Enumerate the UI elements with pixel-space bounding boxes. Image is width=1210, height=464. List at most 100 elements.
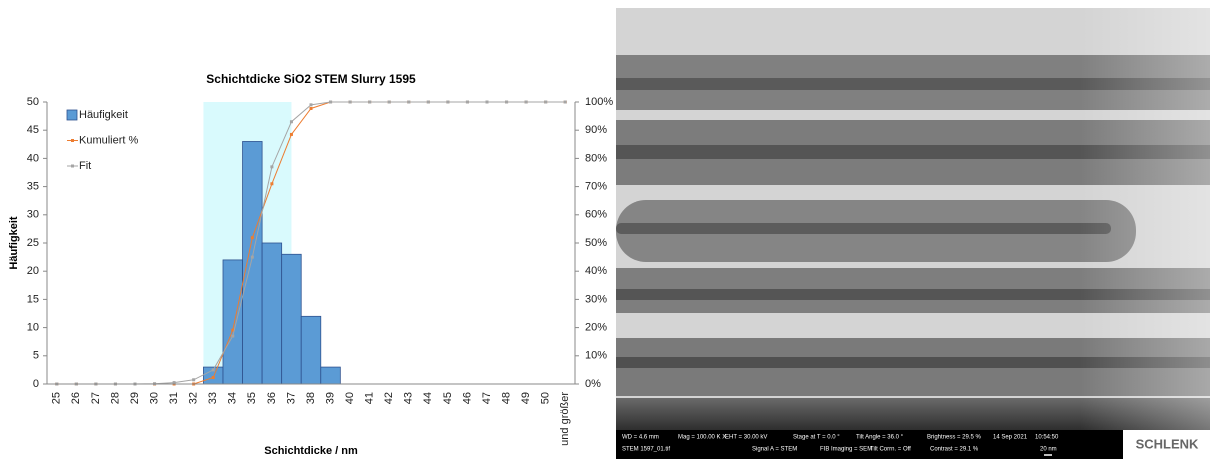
y2-tick-label: 20% [585,322,607,334]
legend-label: Fit [79,160,91,172]
point [211,376,215,380]
bar [320,366,341,385]
x-tick-label: 38 [305,392,317,404]
x-tick-label: 31 [168,392,180,404]
image-info: Tilt Corrn. = Off [870,447,911,453]
x-tick-label: 43 [403,392,415,404]
x-axis-title: Schichtdicke / nm [264,445,358,457]
image-info: Mag = 100.00 K X [678,435,726,441]
point [250,236,254,240]
x-tick-label: 47 [481,392,493,404]
x-tick-label: 30 [148,392,160,404]
legend-label: Häufigkeit [79,109,128,121]
bar [281,253,302,385]
y2-tick-label: 70% [585,181,607,193]
y2-tick-label: 80% [585,152,607,164]
point [505,100,509,104]
y-tick-label: 10 [27,322,39,334]
x-tick-label: 34 [227,392,239,404]
point [348,100,352,104]
point [407,100,411,104]
y-tick-label: 0 [33,378,39,390]
bar [242,141,263,385]
y-tick-label: 35 [27,181,39,193]
image-info: FIB Imaging = SEM [820,447,872,453]
point [211,368,215,372]
x-tick-label: 25 [51,392,63,404]
point [250,255,254,259]
x-tick-label: 35 [246,392,258,404]
y-tick-label: 30 [27,209,39,221]
x-tick-label: 49 [520,392,532,404]
x-tick-label: 36 [266,392,278,404]
sem-image [616,8,1210,459]
point [524,100,528,104]
x-tick-label: 33 [207,392,219,404]
logo: SCHLENK [1136,436,1199,451]
point [270,165,274,169]
x-tick-label: 50 [540,392,552,404]
point [485,100,489,104]
point [172,381,176,385]
point [426,100,430,104]
point [231,334,235,338]
point [309,103,313,107]
y-axis-title: Häufigkeit [8,216,20,270]
point [289,132,293,136]
image-info: Stage at T = 0.0 ° [793,435,840,441]
y2-tick-label: 40% [585,265,607,277]
point [544,100,548,104]
image-info: Tilt Angle = 36.0 ° [856,435,904,441]
y2-tick-label: 30% [585,293,607,305]
x-tick-label: 37 [285,392,297,404]
point [309,106,313,110]
image-info: STEM 1597_01.tif [622,447,670,453]
x-tick-label: 39 [324,392,336,404]
point [270,182,274,186]
y-tick-label: 50 [27,96,39,108]
image-info: 14 Sep 2021 [993,435,1028,441]
point [446,100,450,104]
image-info: EHT = 30.00 kV [725,435,767,441]
bar [261,242,283,385]
x-tick-label: 27 [90,392,102,404]
image-info: Contrast = 29.1 % [930,447,979,453]
x-tick-label: 48 [500,392,512,404]
x-tick-label: 26 [70,392,82,404]
y2-tick-label: 0% [585,378,601,390]
image-info: Brightness = 29.5 % [927,435,982,441]
x-tick-label: und größer [559,392,571,446]
point [289,120,293,124]
legend-swatch [66,109,78,121]
point [231,328,235,332]
x-tick-label: 28 [109,392,121,404]
x-tick-label: 32 [188,392,200,404]
x-tick-label: 29 [129,392,141,404]
y2-tick-label: 100% [585,96,613,108]
image-info: 20 nm [1040,447,1057,453]
y-tick-label: 45 [27,124,39,136]
image-info: WD = 4.6 mm [622,435,659,441]
x-tick-label: 42 [383,392,395,404]
legend-swatch [71,164,74,168]
x-tick-label: 45 [442,392,454,404]
y2-tick-label: 90% [585,124,607,136]
point [368,100,372,104]
point [465,100,469,104]
x-tick-label: 46 [461,392,473,404]
y-tick-label: 20 [27,265,39,277]
chart-title: Schichtdicke SiO2 STEM Slurry 1595 [206,72,416,86]
legend-label: Kumuliert % [79,134,139,146]
legend-swatch [71,139,74,142]
y-tick-label: 5 [33,350,39,362]
y-tick-label: 25 [27,237,39,249]
point [387,100,391,104]
y2-tick-label: 10% [585,350,607,362]
y-tick-label: 40 [27,152,39,164]
point [563,100,567,104]
point [192,378,196,382]
image-info: Signal A = STEM [752,447,797,453]
x-tick-label: 41 [364,392,376,404]
bar [300,315,322,385]
